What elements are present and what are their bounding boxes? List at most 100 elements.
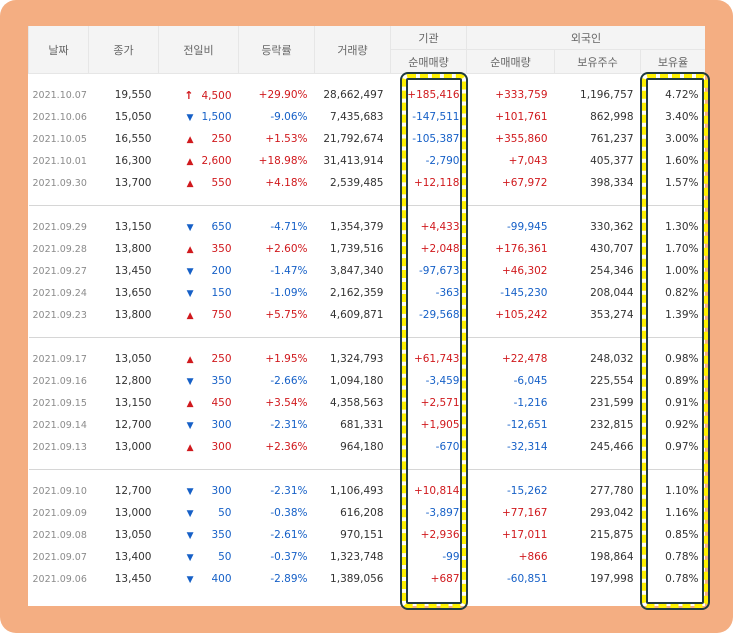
group-divider bbox=[28, 326, 705, 338]
foreign-ratio-cell: 3.40% bbox=[665, 111, 699, 123]
diff-value: 150 bbox=[211, 287, 232, 299]
table-row: 2021.10.05 16,550 ▲ 250 +1.53% 21,792,674 -105… bbox=[29, 128, 706, 150]
table-row: 2021.09.30 13,700 ▲ 550 +4.18% 2,539,485 +12,1… bbox=[29, 172, 706, 194]
table-row: 2021.10.07 19,550 ↑ 4,500 +29.90% 28,662,497 +… bbox=[29, 84, 706, 106]
foreign-hold-cell: 1,196,757 bbox=[580, 89, 634, 101]
volume-cell: 7,435,683 bbox=[330, 111, 384, 123]
foreign-net-cell: -12,651 bbox=[506, 419, 548, 431]
diff-cell: ▼ 650 bbox=[159, 216, 239, 238]
rate-cell: +18.98% bbox=[258, 155, 308, 167]
close-cell: 16,300 bbox=[114, 155, 152, 167]
diff-cell: ▲ 2,600 bbox=[159, 150, 239, 172]
inst-net-cell: -2,790 bbox=[425, 155, 460, 167]
diff-value: 350 bbox=[211, 243, 232, 255]
close-cell: 13,000 bbox=[114, 441, 152, 453]
foreign-ratio-cell: 0.97% bbox=[665, 441, 699, 453]
divider-cell bbox=[28, 194, 705, 206]
diff-cell: ▼ 350 bbox=[159, 370, 239, 392]
rate-cell: +4.18% bbox=[265, 177, 308, 189]
inst-net-cell: -670 bbox=[435, 441, 460, 453]
diff-value: 4,500 bbox=[201, 89, 232, 102]
foreign-hold-cell: 293,042 bbox=[590, 507, 634, 519]
up-triangle-icon: ▲ bbox=[186, 245, 194, 255]
foreign-ratio-cell: 1.16% bbox=[665, 507, 699, 519]
volume-cell: 964,180 bbox=[340, 441, 384, 453]
foreign-ratio-cell: 1.57% bbox=[665, 177, 699, 189]
table-row: 2021.09.28 13,800 ▲ 350 +2.60% 1,739,516 +2,04… bbox=[29, 238, 706, 260]
table-row: 2021.10.06 15,050 ▼ 1,500 -9.06% 7,435,683 -14… bbox=[29, 106, 706, 128]
foreign-net-cell: +866 bbox=[518, 551, 548, 563]
header-foreign-ratio: 보유율 bbox=[639, 49, 705, 74]
rate-cell: -2.31% bbox=[270, 485, 308, 497]
date-cell: 2021.09.24 bbox=[32, 287, 87, 299]
down-triangle-icon: ▼ bbox=[186, 223, 194, 233]
diff-cell: ↑ 4,500 bbox=[159, 84, 239, 106]
date-cell: 2021.10.01 bbox=[32, 155, 87, 167]
foreign-ratio-cell: 1.39% bbox=[665, 309, 699, 321]
table-row: 2021.10.01 16,300 ▲ 2,600 +18.98% 31,413,914 -… bbox=[29, 150, 706, 172]
date-cell: 2021.09.30 bbox=[32, 177, 87, 189]
up-triangle-icon: ▲ bbox=[186, 135, 194, 145]
foreign-net-cell: +77,167 bbox=[501, 507, 548, 519]
foreign-ratio-cell: 1.30% bbox=[665, 221, 699, 233]
table-row: 2021.09.08 13,050 ▼ 350 -2.61% 970,151 +2,936 +… bbox=[29, 524, 706, 546]
foreign-hold-cell: 225,554 bbox=[590, 375, 634, 387]
inst-net-cell: +10,814 bbox=[413, 485, 460, 497]
close-cell: 13,000 bbox=[114, 507, 152, 519]
inst-net-cell: -29,568 bbox=[418, 309, 460, 321]
inst-net-cell: +687 bbox=[430, 573, 460, 585]
diff-cell: ▼ 50 bbox=[159, 502, 239, 524]
date-cell: 2021.09.13 bbox=[32, 441, 87, 453]
close-cell: 12,800 bbox=[114, 375, 152, 387]
diff-cell: ▼ 50 bbox=[159, 546, 239, 568]
diff-value: 550 bbox=[211, 177, 232, 189]
foreign-hold-cell: 248,032 bbox=[590, 353, 634, 365]
rate-cell: -1.47% bbox=[270, 265, 308, 277]
close-cell: 13,650 bbox=[114, 287, 152, 299]
foreign-ratio-cell: 0.85% bbox=[665, 529, 699, 541]
foreign-net-cell: -6,045 bbox=[513, 375, 548, 387]
daily-trading-table: 날짜 종가 전일비 등락률 거래량 기관 외국인 순매매량 순매매량 보유주수 … bbox=[28, 26, 705, 590]
diff-value: 350 bbox=[211, 529, 232, 541]
date-cell: 2021.09.14 bbox=[32, 419, 87, 431]
rate-cell: -2.66% bbox=[270, 375, 308, 387]
volume-cell: 3,847,340 bbox=[330, 265, 384, 277]
date-cell: 2021.09.23 bbox=[32, 309, 87, 321]
inst-net-cell: +4,433 bbox=[420, 221, 460, 233]
diff-value: 750 bbox=[211, 309, 232, 321]
table-body: 2021.10.07 19,550 ↑ 4,500 +29.90% 28,662,497 +… bbox=[28, 74, 706, 591]
group-gap bbox=[29, 338, 706, 349]
foreign-hold-cell: 277,780 bbox=[590, 485, 634, 497]
table-row: 2021.09.15 13,150 ▲ 450 +3.54% 4,358,563 +2,57… bbox=[29, 392, 706, 414]
foreign-hold-cell: 254,346 bbox=[590, 265, 634, 277]
foreign-ratio-cell: 4.72% bbox=[665, 89, 699, 101]
close-cell: 15,050 bbox=[114, 111, 152, 123]
volume-cell: 2,539,485 bbox=[330, 177, 384, 189]
diff-value: 350 bbox=[211, 375, 232, 387]
foreign-net-cell: +333,759 bbox=[495, 89, 548, 101]
date-cell: 2021.09.15 bbox=[32, 397, 87, 409]
upper-limit-arrow-icon: ↑ bbox=[184, 88, 194, 102]
down-triangle-icon: ▼ bbox=[186, 487, 194, 497]
foreign-ratio-cell: 0.92% bbox=[665, 419, 699, 431]
header-volume: 거래량 bbox=[314, 26, 391, 74]
table-row: 2021.09.17 13,050 ▲ 250 +1.95% 1,324,793 +61,7… bbox=[29, 348, 706, 370]
volume-cell: 1,323,748 bbox=[330, 551, 384, 563]
up-triangle-icon: ▲ bbox=[186, 399, 194, 409]
volume-cell: 1,389,056 bbox=[330, 573, 384, 585]
foreign-ratio-cell: 0.91% bbox=[665, 397, 699, 409]
date-cell: 2021.09.28 bbox=[32, 243, 87, 255]
diff-cell: ▼ 300 bbox=[159, 480, 239, 502]
down-triangle-icon: ▼ bbox=[186, 113, 194, 123]
diff-value: 2,600 bbox=[201, 155, 232, 167]
down-triangle-icon: ▼ bbox=[186, 377, 194, 387]
volume-cell: 1,106,493 bbox=[330, 485, 384, 497]
inst-net-cell: +12,118 bbox=[413, 177, 460, 189]
table-row: 2021.09.13 13,000 ▲ 300 +2.36% 964,180 -670 -32… bbox=[29, 436, 706, 458]
volume-cell: 1,094,180 bbox=[330, 375, 384, 387]
date-cell: 2021.09.07 bbox=[32, 551, 87, 563]
diff-cell: ▼ 150 bbox=[159, 282, 239, 304]
close-cell: 13,450 bbox=[114, 573, 152, 585]
table-row: 2021.09.06 13,450 ▼ 400 -2.89% 1,389,056 +687 -… bbox=[29, 568, 706, 590]
down-triangle-icon: ▼ bbox=[186, 553, 194, 563]
